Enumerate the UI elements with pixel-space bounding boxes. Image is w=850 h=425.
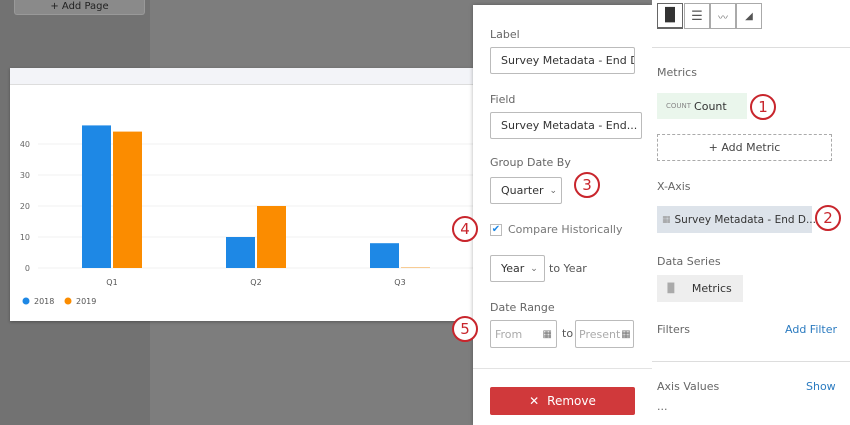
axis-values-ellipsis: ... <box>657 400 668 413</box>
present-placeholder: Present <box>579 327 621 341</box>
bar-chart-icon: ▐▌ <box>664 283 678 294</box>
remove-label: Remove <box>547 394 596 408</box>
xaxis-title: X-Axis <box>657 180 691 193</box>
to-date-input[interactable]: Present ▦ <box>575 320 634 348</box>
bar-chart-type-button[interactable]: ▐▌ <box>657 3 683 29</box>
label-title: Label <box>490 28 520 41</box>
line-chart-type-button[interactable]: 〰 <box>710 3 736 29</box>
y-tick-label: 30 <box>20 171 30 180</box>
callout-1: 1 <box>750 94 776 120</box>
table-icon: ▦ <box>662 214 671 225</box>
y-tick-label: 10 <box>20 233 30 242</box>
group-date-select[interactable]: Quarter ⌄ <box>490 177 562 204</box>
field-value: Survey Metadata - End... <box>501 119 638 132</box>
xaxis-value: Survey Metadata - End D... <box>674 213 816 226</box>
compare-label: Compare Historically <box>508 223 623 236</box>
data-series-pill[interactable]: ▐▌ Metrics <box>657 275 743 302</box>
line-chart-icon: 〰 <box>718 12 728 24</box>
bar-q2-2019 <box>257 206 286 268</box>
from-placeholder: From <box>495 327 523 341</box>
calendar-icon: ▦ <box>621 328 631 340</box>
bar-q2-2018 <box>226 237 255 268</box>
callout-2: 2 <box>815 205 841 231</box>
x-tick-label: Q2 <box>250 278 261 287</box>
divider <box>473 368 652 369</box>
group-date-value: Quarter <box>501 184 544 197</box>
metric-tag: COUNT <box>666 102 692 110</box>
remove-button[interactable]: ✕ Remove <box>490 387 635 415</box>
field-settings-popover: Label Survey Metadata - End Da Field Sur… <box>473 5 652 425</box>
bar-q1-2018 <box>82 125 111 269</box>
add-filter-link[interactable]: Add Filter <box>785 323 838 336</box>
data-series-value: Metrics <box>691 282 732 295</box>
date-range-title: Date Range <box>490 301 555 314</box>
compare-historically-checkbox[interactable]: ✔ Compare Historically <box>490 223 623 236</box>
axis-values-title: Axis Values <box>657 380 720 393</box>
label-input[interactable]: Survey Metadata - End Da <box>490 47 635 74</box>
chart-settings-panel: ▐▌ ☰ 〰 ◢ Metrics COUNT Count + Add Metric… <box>652 0 850 425</box>
legend-marker <box>64 297 72 305</box>
calendar-icon: ▦ <box>542 328 552 340</box>
x-tick-label: Q1 <box>106 278 117 287</box>
chevron-down-icon: ⌄ <box>549 185 558 196</box>
bar-q3-2018 <box>370 243 399 268</box>
filters-title: Filters <box>657 323 690 336</box>
xaxis-field-pill[interactable]: ▦ Survey Metadata - End D... <box>657 206 816 233</box>
bar-chart: 0 10 20 30 40 Q1 Q2 Q3 2018 2019 <box>20 125 475 306</box>
chart-widget: 0 10 20 30 40 Q1 Q2 Q3 2018 2019 <box>10 68 475 321</box>
to-year-label: to Year <box>549 262 587 275</box>
legend-marker <box>22 297 30 305</box>
callout-4: 4 <box>452 216 478 242</box>
period-select[interactable]: Year ⌄ <box>490 255 545 282</box>
checkbox-checked-icon: ✔ <box>490 223 502 236</box>
bar-q1-2019 <box>113 131 142 268</box>
divider <box>652 47 850 48</box>
horizontal-bar-icon: ☰ <box>691 8 703 24</box>
to-label: to <box>562 327 574 340</box>
legend-label: 2019 <box>76 297 96 306</box>
metric-name: Count <box>694 99 727 113</box>
field-title: Field <box>490 93 516 106</box>
area-chart-icon: ◢ <box>745 10 753 22</box>
area-chart-type-button[interactable]: ◢ <box>736 3 762 29</box>
horizontal-bar-type-button[interactable]: ☰ <box>684 3 710 29</box>
metric-pill-count[interactable]: COUNT Count <box>657 93 747 119</box>
chevron-down-icon: ⌄ <box>637 121 641 131</box>
close-icon: ✕ <box>529 394 540 408</box>
bar-chart-icon: ▐▌ <box>660 8 680 23</box>
data-series-title: Data Series <box>657 255 721 268</box>
divider <box>652 361 850 362</box>
from-date-input[interactable]: From ▦ <box>490 320 557 348</box>
add-page-button[interactable]: + Add Page <box>14 0 145 15</box>
bar-q3-2019 <box>401 267 430 268</box>
add-metric-button[interactable]: + Add Metric <box>657 134 832 161</box>
y-tick-label: 40 <box>20 140 30 149</box>
y-tick-label: 20 <box>20 202 30 211</box>
legend-label: 2018 <box>34 297 54 306</box>
field-select[interactable]: Survey Metadata - End...⌄ <box>490 112 642 139</box>
callout-5: 5 <box>452 316 478 342</box>
show-axis-values-link[interactable]: Show <box>806 380 836 393</box>
callout-3: 3 <box>574 172 600 198</box>
group-date-title: Group Date By <box>490 156 571 169</box>
period-value: Year <box>501 262 525 275</box>
y-tick-label: 0 <box>25 264 30 273</box>
chevron-down-icon: ⌄ <box>530 263 538 274</box>
widget-header <box>10 68 475 85</box>
metrics-title: Metrics <box>657 66 697 79</box>
x-tick-label: Q3 <box>394 278 405 287</box>
label-value: Survey Metadata - End Da <box>501 54 635 67</box>
